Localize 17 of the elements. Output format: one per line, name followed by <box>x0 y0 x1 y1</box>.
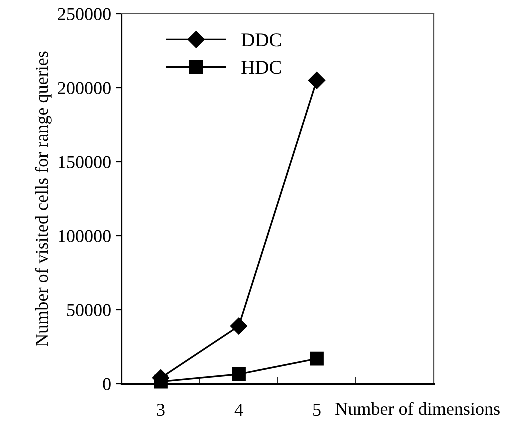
x-axis-title: Number of dimensions <box>336 402 500 416</box>
x-tick-label: 4 <box>234 404 244 416</box>
y-axis-title: Number of visited cells for range queries <box>35 52 52 346</box>
point <box>310 352 324 366</box>
x-tick-label: 3 <box>157 404 165 416</box>
point <box>232 367 246 382</box>
x-tick-label: 5 <box>314 404 321 416</box>
y-tick-label: 50000 <box>67 304 111 316</box>
y-tick-label: 150000 <box>59 156 111 168</box>
y-tick-label: 200000 <box>58 82 111 94</box>
point <box>230 318 248 335</box>
y-tick-label: 250000 <box>58 8 111 20</box>
legend-label: HDC <box>242 61 282 74</box>
y-tick-label: 100000 <box>59 230 111 242</box>
point <box>308 72 326 90</box>
y-tick-label: 0 <box>103 378 111 390</box>
legend-label: DDC <box>242 34 282 47</box>
